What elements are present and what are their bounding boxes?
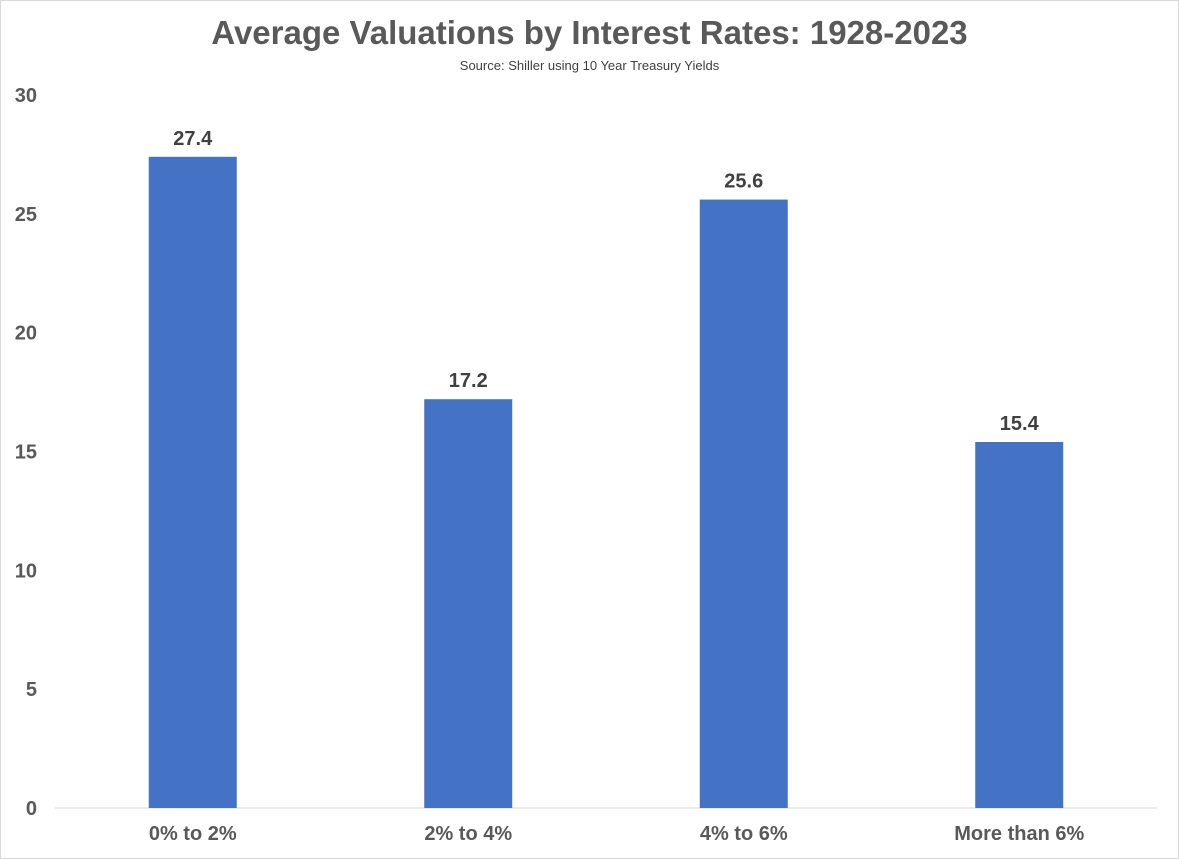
bar — [975, 441, 1064, 808]
y-tick-label: 25 — [15, 204, 37, 226]
data-label: 25.6 — [724, 171, 763, 193]
y-tick-label: 10 — [15, 560, 37, 582]
y-tick-label: 15 — [15, 442, 37, 464]
chart-title: Average Valuations by Interest Rates: 19… — [211, 14, 968, 51]
bar — [699, 199, 788, 808]
bar — [424, 399, 513, 808]
bar — [148, 156, 237, 808]
x-category-label: 2% to 4% — [424, 823, 512, 845]
y-tick-label: 20 — [15, 323, 37, 345]
y-tick-label: 0 — [26, 798, 37, 820]
x-category-label: 4% to 6% — [700, 823, 788, 845]
data-label: 27.4 — [173, 128, 213, 150]
y-tick-label: 30 — [15, 85, 37, 107]
data-label: 17.2 — [449, 370, 488, 392]
chart-subtitle: Source: Shiller using 10 Year Treasury Y… — [459, 58, 720, 73]
y-tick-label: 5 — [26, 679, 37, 701]
x-category-label: More than 6% — [954, 823, 1084, 845]
data-label: 15.4 — [1000, 413, 1040, 435]
x-category-label: 0% to 2% — [149, 823, 237, 845]
